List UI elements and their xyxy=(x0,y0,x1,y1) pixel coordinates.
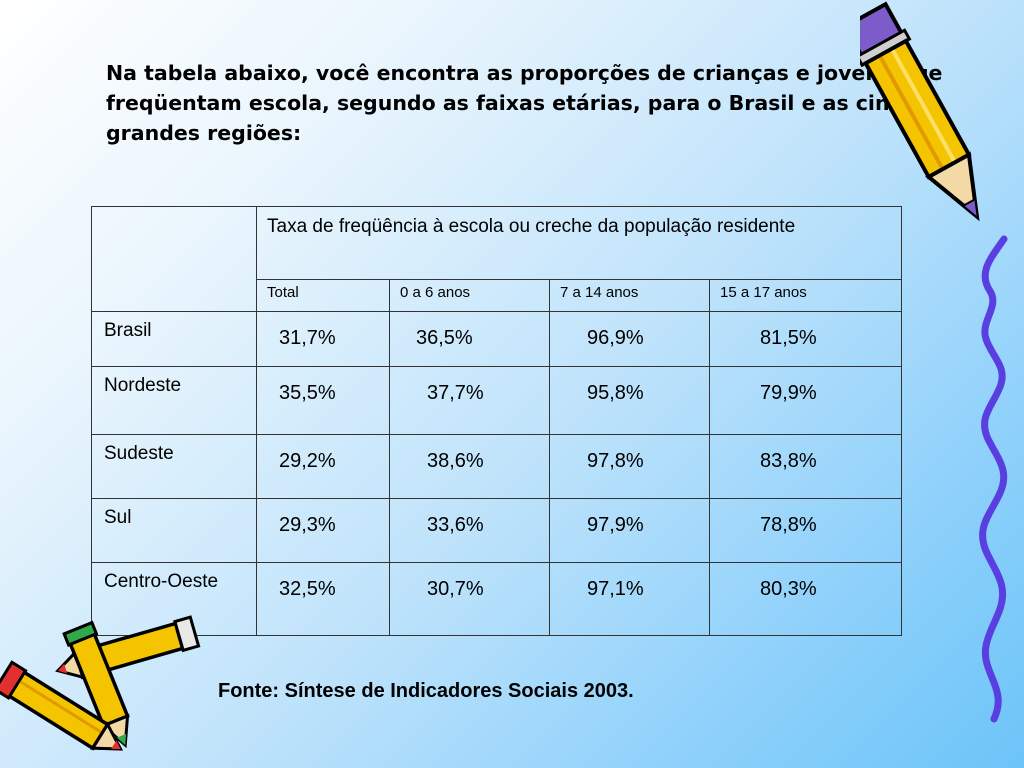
squiggle-line xyxy=(979,235,1008,723)
table-row: Brasil 31,7% 36,5% 96,9% 81,5% xyxy=(91,311,903,367)
region-label: Sudeste xyxy=(91,434,257,499)
table-header-row: Taxa de freqüência à escola ou creche da… xyxy=(91,206,903,312)
table-row: Centro-Oeste 32,5% 30,7% 97,1% 80,3% xyxy=(91,562,903,636)
table-cell: 31,7% xyxy=(256,311,390,367)
region-label: Nordeste xyxy=(91,366,257,435)
column-header: 15 a 17 anos xyxy=(708,279,903,312)
table-cell: 35,5% xyxy=(256,366,390,435)
source-note: Fonte: Síntese de Indicadores Sociais 20… xyxy=(218,680,634,702)
table-cell: 37,7% xyxy=(389,366,550,435)
table-row: Nordeste 35,5% 37,7% 95,8% 79,9% xyxy=(91,366,903,435)
table-cell: 97,9% xyxy=(549,498,710,563)
table-row: Sudeste 29,2% 38,6% 97,8% 83,8% xyxy=(91,434,903,499)
pencil-icon xyxy=(860,1,980,222)
table-cell: 96,9% xyxy=(549,311,710,367)
region-label: Brasil xyxy=(91,311,257,367)
table-corner-cell xyxy=(91,206,257,312)
table-cell: 95,8% xyxy=(549,366,710,435)
data-table: Taxa de freqüência à escola ou creche da… xyxy=(91,206,903,636)
table-cell: 38,6% xyxy=(389,434,550,499)
table-header: Taxa de freqüência à escola ou creche da… xyxy=(255,206,903,280)
table-cell: 97,1% xyxy=(549,562,710,636)
column-header: 7 a 14 anos xyxy=(549,279,710,312)
table-row: Sul 29,3% 33,6% 97,9% 78,8% xyxy=(91,498,903,563)
table-cell: 29,3% xyxy=(256,498,390,563)
table-cell: 80,3% xyxy=(708,562,903,636)
table-cell: 29,2% xyxy=(256,434,390,499)
table-subheader-row: Total 0 a 6 anos 7 a 14 anos 15 a 17 ano… xyxy=(92,279,903,312)
table-cell: 30,7% xyxy=(389,562,550,636)
table-cell: 33,6% xyxy=(389,498,550,563)
table-cell: 36,5% xyxy=(389,311,550,367)
table-cell: 97,8% xyxy=(549,434,710,499)
table-cell: 78,8% xyxy=(708,498,903,563)
table-cell: 32,5% xyxy=(256,562,390,636)
pencils-icon xyxy=(0,615,201,751)
column-header: 0 a 6 anos xyxy=(389,279,550,312)
column-header: Total xyxy=(256,279,390,312)
region-label: Sul xyxy=(91,498,257,563)
table-cell: 79,9% xyxy=(708,366,903,435)
table-cell: 81,5% xyxy=(708,311,903,367)
table-cell: 83,8% xyxy=(708,434,903,499)
slide-title: Na tabela abaixo, você encontra as propo… xyxy=(106,61,943,145)
